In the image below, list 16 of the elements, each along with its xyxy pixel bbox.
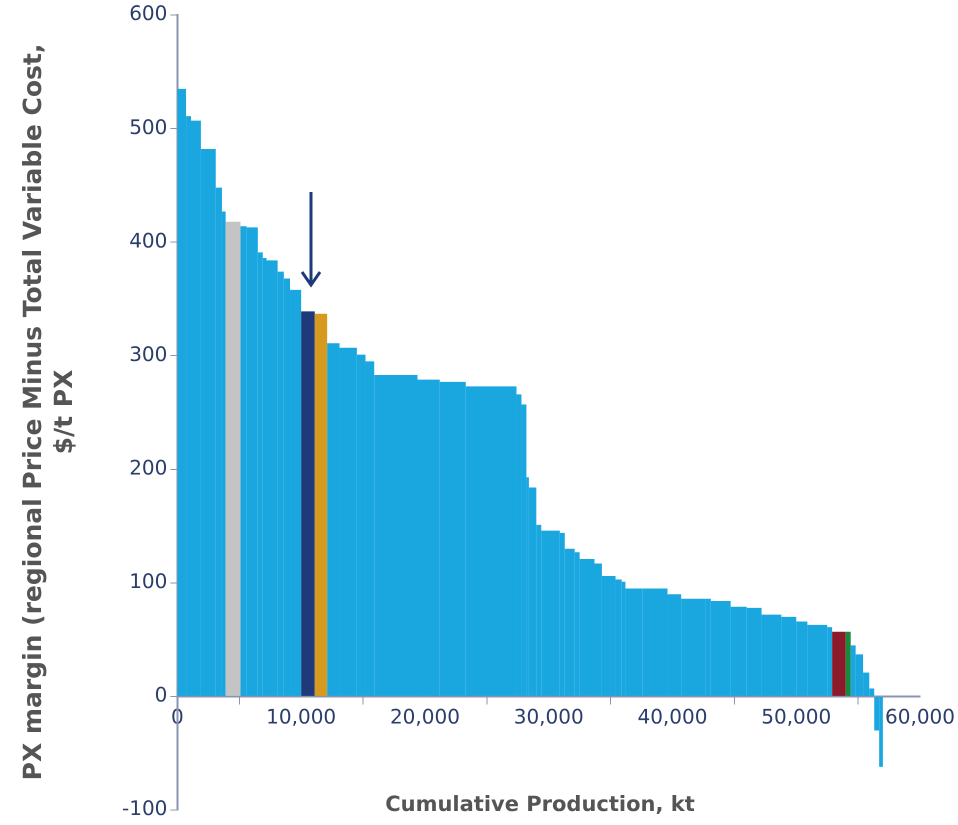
y-tick-label: 100 — [129, 569, 168, 594]
y-tick-label: -100 — [122, 796, 168, 820]
y-tick-label: 600 — [129, 1, 168, 26]
y-tick-label: 500 — [129, 114, 168, 139]
x-tick-label: 60,000 — [885, 704, 955, 729]
x-tick-label: 50,000 — [761, 704, 832, 729]
x-tick-label: 30,000 — [514, 704, 584, 729]
x-axis-title: Cumulative Production, kt — [385, 792, 695, 816]
x-tick-label: 40,000 — [637, 704, 708, 729]
y-axis-title: PX margin (regional Price Minus Total Variable Cost, $/t PX — [17, 42, 79, 782]
y-tick-label: 200 — [129, 455, 168, 480]
x-tick-label: 20,000 — [390, 704, 460, 729]
y-tick-label: 0 — [154, 682, 168, 707]
y-tick-label: 300 — [129, 342, 168, 366]
y-tick-label: 400 — [129, 228, 168, 252]
x-tick-label: 10,000 — [266, 704, 336, 729]
